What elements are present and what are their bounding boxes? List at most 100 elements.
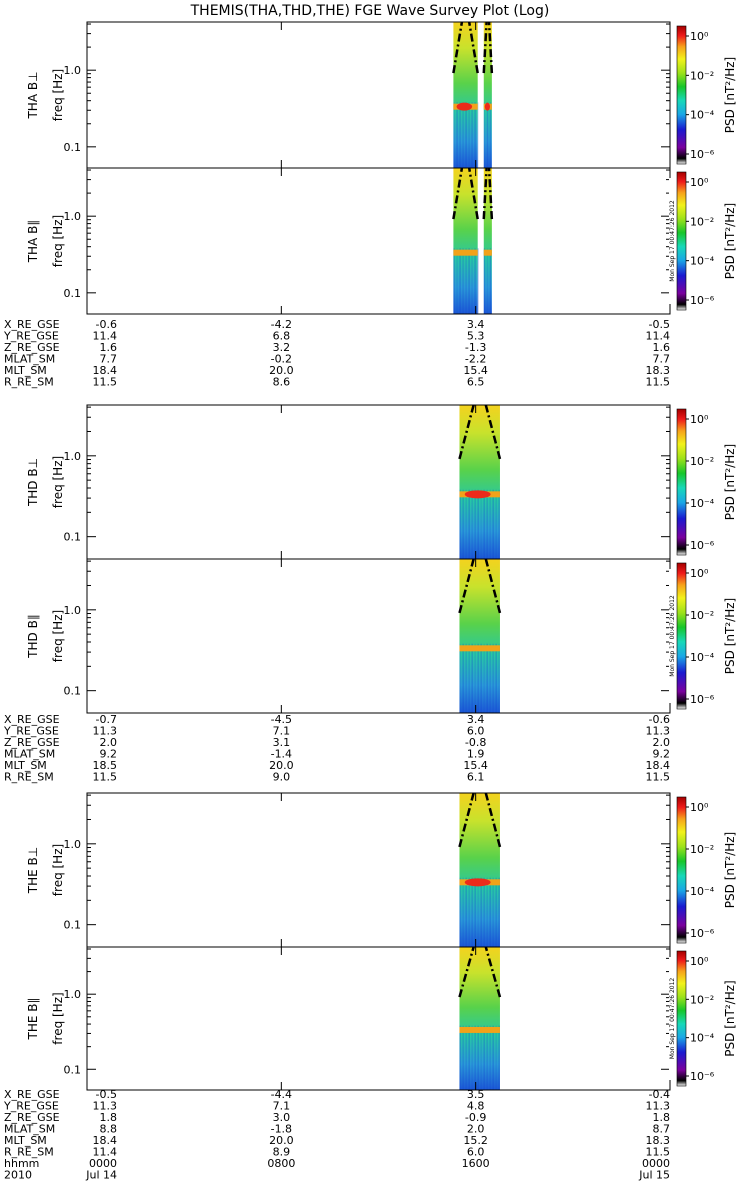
timestamp-stamp: Mon Sep 17 00:47:26 2012 xyxy=(669,595,676,677)
ephemeris-value: 9.2 xyxy=(100,748,118,761)
ephemeris-label: MLT_SM xyxy=(4,759,47,772)
y-tick-label: 0.1 xyxy=(64,531,82,544)
spectral-streak xyxy=(477,643,479,713)
spectral-streak xyxy=(471,489,473,559)
ephemeris-value: -4.5 xyxy=(271,713,292,726)
panel-label: THE B⊥ xyxy=(26,847,40,894)
cyclotron-line xyxy=(484,404,502,460)
ephemeris-value: 2.0 xyxy=(653,736,671,749)
colorbar-tick-label: 10⁻⁴ xyxy=(690,255,715,268)
spectral-streak xyxy=(474,643,476,713)
ephemeris-label: X_RE_GSE xyxy=(4,1088,60,1101)
panel-frame xyxy=(86,404,671,560)
spectral-streak xyxy=(471,1025,473,1090)
ephemeris-value: 3.1 xyxy=(273,736,291,749)
ephemeris-table: X_RE_GSE -0.5 -4.4 3.5 -0.4 Y_RE_GSE 11.3 7.1 4.… xyxy=(3,1088,670,1159)
ephemeris-value: -1.4 xyxy=(271,748,292,761)
spectral-streak xyxy=(465,877,467,947)
spectral-streak xyxy=(489,102,492,168)
ephemeris-label: Y_RE_GSE xyxy=(3,330,59,343)
ephemeris-label: R_RE_SM xyxy=(4,771,54,784)
panel-frame xyxy=(86,946,671,1091)
ephemeris-value: 11.4 xyxy=(93,330,118,343)
spectral-streak xyxy=(480,643,482,713)
colorbar-label: PSD [nT²/Hz] xyxy=(723,57,737,133)
ephemeris-value: -0.7 xyxy=(96,713,117,726)
ephemeris-label: Y_RE_GSE xyxy=(3,725,59,738)
spectrogram-panel: 1.0 0.1 THD B⊥ freq [Hz] 10⁰ 10⁻² 10⁻⁴ 10⁻⁶ PSD … xyxy=(26,404,737,560)
ephemeris-value: -1.3 xyxy=(465,341,486,354)
ephemeris-value: 11.5 xyxy=(646,376,671,389)
resonance-peak xyxy=(464,878,491,887)
ephemeris-label: X_RE_GSE xyxy=(4,713,60,726)
spectrogram-panel: 1.0 0.1 THE B∥ freq [Hz] 10⁰ 10⁻² 10⁻⁴ 10⁻⁶ PSD … xyxy=(26,946,737,1091)
ephemeris-value: 8.9 xyxy=(273,1146,291,1159)
cyclotron-line xyxy=(484,792,502,848)
ephemeris-value: -4.4 xyxy=(271,1088,292,1101)
y-tick-label: 0.1 xyxy=(64,141,82,154)
colorbar xyxy=(676,950,687,1087)
ephemeris-label: Z_RE_GSE xyxy=(4,1111,60,1124)
spectral-streak xyxy=(495,489,497,559)
ephemeris-value: -0.9 xyxy=(465,1111,486,1124)
spectral-streak xyxy=(498,1025,500,1090)
freq-axis-label: freq [Hz] xyxy=(51,69,65,121)
spectral-streak xyxy=(465,248,467,314)
ephemeris-value: 18.4 xyxy=(93,364,118,377)
ephemeris-label: R_RE_SM xyxy=(4,376,54,389)
spectral-streak xyxy=(471,643,473,713)
spectral-streak xyxy=(498,643,500,713)
colorbar-tick-label: 10⁻² xyxy=(690,993,714,1006)
freq-axis-label: freq [Hz] xyxy=(51,610,65,662)
spectral-streak xyxy=(459,643,461,713)
ephemeris-value: 15.4 xyxy=(463,364,488,377)
cyclotron-line xyxy=(467,167,479,220)
colorbar-tick-label: 10⁻⁶ xyxy=(690,294,715,307)
ephemeris-label: MLT_SM xyxy=(4,364,47,377)
spectral-streak xyxy=(498,877,500,947)
spectral-streak xyxy=(489,489,491,559)
colorbar-label: PSD [nT²/Hz] xyxy=(723,980,737,1056)
ephemeris-label: MLAT_SM xyxy=(4,748,55,761)
spectral-streak xyxy=(483,102,486,168)
spectral-streak xyxy=(486,643,488,713)
resonance-band xyxy=(459,645,500,652)
y-tick-label: 1.0 xyxy=(64,64,82,77)
y-tick-label: 1.0 xyxy=(64,450,82,463)
spectral-streak xyxy=(477,877,479,947)
ephemeris-value: 6.8 xyxy=(273,330,291,343)
spectral-streak xyxy=(453,102,455,168)
ephemeris-value: 18.4 xyxy=(646,759,671,772)
colorbar xyxy=(676,562,687,710)
spectral-streak xyxy=(459,877,461,947)
x-tick-label: 0000 xyxy=(89,1157,117,1170)
time-axis: hhmm 0000 0800 1600 0000 2010 Jul 14 Jul 15 xyxy=(4,1157,670,1182)
resonance-peak xyxy=(464,490,491,499)
spectrogram-panel: 1.0 0.1 THA B⊥ freq [Hz] 10⁰ 10⁻² 10⁻⁴ 10⁻⁶ PSD … xyxy=(26,21,737,169)
colorbar-label: PSD [nT²/Hz] xyxy=(723,598,737,674)
colorbar xyxy=(676,796,687,944)
colorbar-tick-label: 10⁻⁴ xyxy=(690,1032,715,1045)
spectral-streak xyxy=(474,102,476,168)
spectral-streak xyxy=(465,643,467,713)
spectral-streak xyxy=(489,643,491,713)
spectral-streak xyxy=(471,877,473,947)
spectral-streak xyxy=(459,1025,461,1090)
ephemeris-value: -0.8 xyxy=(465,736,486,749)
ephemeris-value: 3.5 xyxy=(467,1088,485,1101)
spectral-streak xyxy=(471,102,473,168)
ephemeris-value: -0.6 xyxy=(96,318,117,331)
colorbar-tick-label: 10⁰ xyxy=(690,567,709,580)
ephemeris-value: 11.5 xyxy=(646,1146,671,1159)
spectral-streak xyxy=(489,877,491,947)
spectrogram-data-block xyxy=(459,405,500,559)
y-tick-label: 0.1 xyxy=(64,287,82,300)
ephemeris-value: -0.6 xyxy=(649,713,670,726)
spectral-streak xyxy=(489,1025,491,1090)
spectral-streak xyxy=(456,102,458,168)
ephemeris-value: 11.3 xyxy=(646,725,671,738)
spectral-streak xyxy=(465,489,467,559)
ephemeris-value: 1.8 xyxy=(653,1111,671,1124)
ephemeris-table: X_RE_GSE -0.7 -4.5 3.4 -0.6 Y_RE_GSE 11.3 7.1 6.… xyxy=(3,713,670,784)
ephemeris-value: 11.4 xyxy=(93,1146,118,1159)
